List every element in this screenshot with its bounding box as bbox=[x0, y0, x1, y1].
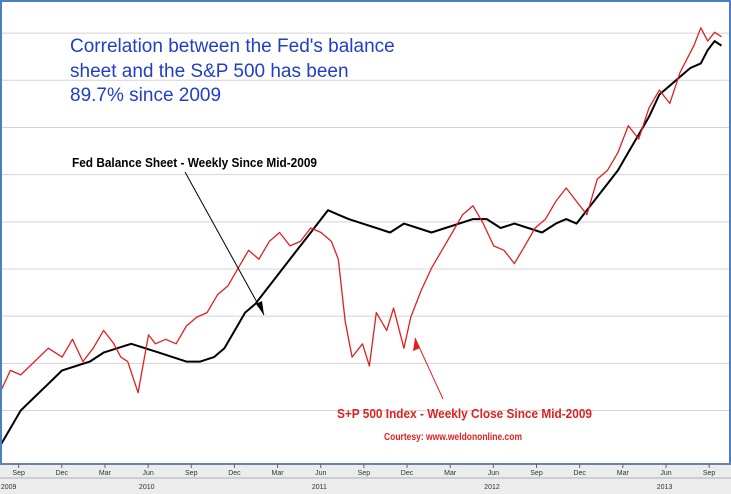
fed-series-label: Fed Balance Sheet - Weekly Since Mid-200… bbox=[72, 155, 317, 170]
spx-line bbox=[0, 27, 722, 394]
courtesy-text: Courtesy: www.weldononline.com bbox=[384, 432, 522, 443]
year-tick-label: 2010 bbox=[139, 484, 155, 491]
month-tick-label: Dec bbox=[228, 470, 241, 477]
month-tick-label: Sep bbox=[703, 470, 716, 477]
title-line-1: Correlation between the Fed's balance bbox=[70, 36, 395, 57]
spx-arrowhead bbox=[413, 338, 420, 351]
spx-series-label: S+P 500 Index - Weekly Close Since Mid-2… bbox=[337, 406, 592, 421]
fed-label-arrow bbox=[184, 171, 265, 316]
spx-series bbox=[0, 27, 722, 394]
month-tick-label: Mar bbox=[617, 470, 630, 477]
year-tick-label: 2011 bbox=[312, 484, 327, 491]
month-tick-label: Sep bbox=[185, 470, 198, 477]
month-tick-label: Jun bbox=[660, 470, 671, 477]
month-tick-label: Dec bbox=[573, 470, 586, 477]
fed-balance-series bbox=[0, 40, 723, 447]
fed-balance-line bbox=[0, 40, 723, 447]
month-tick-label: Mar bbox=[99, 470, 112, 477]
year-tick-label: 2009 bbox=[1, 484, 17, 491]
month-tick-label: Dec bbox=[56, 470, 69, 477]
month-tick-label: Sep bbox=[530, 470, 543, 477]
year-tick-label: 2012 bbox=[484, 484, 500, 491]
grid-lines bbox=[0, 32, 731, 411]
fed-arrowhead bbox=[256, 301, 264, 315]
month-tick-label: Sep bbox=[12, 470, 25, 477]
month-tick-label: Jun bbox=[142, 470, 153, 477]
month-tick-label: Jun bbox=[315, 470, 326, 477]
year-tick-label: 2013 bbox=[657, 484, 673, 491]
month-tick-label: Mar bbox=[272, 470, 285, 477]
x-axis-band bbox=[0, 465, 731, 494]
x-axis-ticks: Sep Dec Mar Jun Sep Dec Mar Jun Sep Dec Mar Jun Sep D… bbox=[1, 464, 716, 491]
month-tick-label: Dec bbox=[401, 470, 414, 477]
spx-label-arrow bbox=[414, 337, 444, 400]
title-line-3: 89.7% since 2009 bbox=[70, 85, 221, 106]
title-line-2: sheet and the S&P 500 has been bbox=[70, 61, 349, 82]
month-tick-label: Jun bbox=[488, 470, 499, 477]
month-tick-label: Mar bbox=[444, 470, 457, 477]
month-tick-label: Sep bbox=[358, 470, 371, 477]
